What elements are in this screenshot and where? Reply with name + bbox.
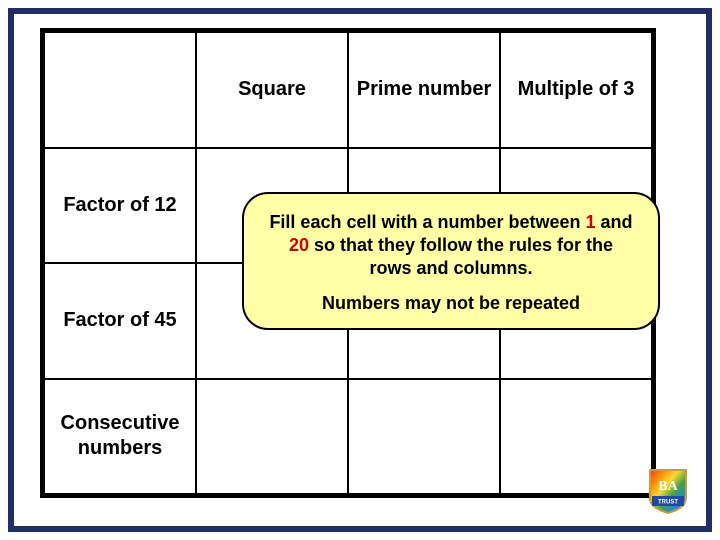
header-cell-square: Square bbox=[196, 32, 348, 148]
instr-high: 20 bbox=[289, 235, 309, 255]
instruction-line-1: Fill each cell with a number between 1 a… bbox=[266, 211, 636, 280]
ba-trust-logo-icon: BA TRUST bbox=[648, 468, 688, 514]
logo-top-text: BA bbox=[658, 479, 678, 494]
slide-frame: Square Prime number Multiple of 3 Factor… bbox=[8, 8, 712, 532]
row-label-factor45: Factor of 45 bbox=[44, 263, 196, 379]
instruction-line-2: Numbers may not be repeated bbox=[266, 292, 636, 315]
grid-cell[interactable] bbox=[348, 379, 500, 495]
header-cell-prime: Prime number bbox=[348, 32, 500, 148]
row-label-consecutive: Consecutive numbers bbox=[44, 379, 196, 495]
grid-cell[interactable] bbox=[500, 379, 652, 495]
instr-text: and bbox=[596, 212, 633, 232]
instr-text: Fill each cell with a number between bbox=[269, 212, 585, 232]
instr-text: so that they follow the rules for the ro… bbox=[309, 235, 613, 278]
grid-cell[interactable] bbox=[196, 379, 348, 495]
row-label-factor12: Factor of 12 bbox=[44, 148, 196, 264]
header-cell-multiple3: Multiple of 3 bbox=[500, 32, 652, 148]
header-cell-blank bbox=[44, 32, 196, 148]
instruction-callout: Fill each cell with a number between 1 a… bbox=[242, 192, 660, 330]
table-row: Square Prime number Multiple of 3 bbox=[44, 32, 652, 148]
table-row: Consecutive numbers bbox=[44, 379, 652, 495]
instr-low: 1 bbox=[586, 212, 596, 232]
logo-bottom-text: TRUST bbox=[658, 500, 678, 506]
